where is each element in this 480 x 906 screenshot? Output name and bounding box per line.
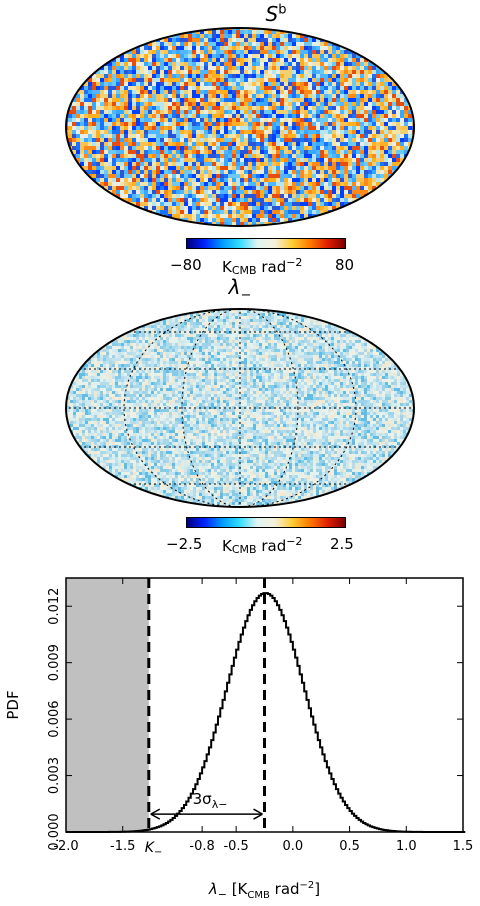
middle-sky-map — [65, 308, 415, 508]
middle-colorbar-unit-sup: −2 — [286, 535, 303, 548]
top-colorbar-unit-rad: rad — [256, 258, 287, 276]
x-tick-label: -0.5 — [223, 839, 248, 854]
histogram-curve — [66, 592, 466, 833]
middle-colorbar — [186, 517, 346, 528]
x-tick-label: -1.5 — [110, 839, 135, 854]
top-map-title-main: S — [265, 2, 279, 26]
middle-colorbar-unit-k: K — [222, 537, 232, 555]
y-tick-label: 0.000 — [47, 813, 62, 850]
y-tick-label: 0.012 — [47, 588, 62, 625]
top-colorbar-unit: KCMB rad−2 — [222, 256, 302, 277]
x-axis-label: λ− [KCMB rad−2] — [208, 880, 320, 901]
middle-colorbar-max: 2.5 — [330, 535, 354, 553]
middle-map-title-subscript: − — [240, 288, 252, 303]
y-tick-label: 0.006 — [47, 701, 62, 738]
middle-colorbar-unit: KCMB rad−2 — [222, 535, 302, 556]
top-colorbar-unit-k: K — [222, 258, 232, 276]
top-map-title-superscript: b — [278, 2, 287, 18]
middle-map-title: λ− — [180, 275, 300, 303]
top-colorbar-unit-sup: −2 — [286, 256, 303, 269]
top-sky-map — [65, 27, 415, 227]
top-map-title: Sb — [216, 2, 336, 26]
plot-frame — [65, 577, 464, 833]
top-colorbar-unit-sub: CMB — [231, 264, 257, 277]
top-colorbar — [186, 238, 346, 249]
pdf-histogram-chart: 3σλ− -2.0 -1.5 -0.8 -0.5 0.0 0.5 1.0 1.5 K− 0.000 0… — [4, 577, 474, 901]
x-tick-label: 0.5 — [339, 839, 360, 854]
middle-colorbar-min: −2.5 — [166, 535, 203, 553]
middle-map-title-main: λ — [228, 275, 241, 299]
top-colorbar-min: −80 — [170, 256, 202, 274]
x-tick-label: 1.0 — [396, 839, 417, 854]
top-colorbar-max: 80 — [335, 256, 355, 274]
k-minus-label: K− — [145, 840, 163, 858]
y-tick-label: 0.003 — [47, 757, 62, 794]
three-sigma-label: 3σλ− — [193, 790, 228, 811]
x-tick-label: -0.8 — [189, 839, 214, 854]
x-tick-label: 1.5 — [453, 839, 474, 854]
graticule — [66, 309, 414, 507]
y-axis-label: PDF — [4, 690, 22, 719]
middle-colorbar-unit-rad: rad — [256, 537, 287, 555]
middle-colorbar-unit-sub: CMB — [231, 543, 257, 556]
x-tick-label: 0.0 — [283, 839, 304, 854]
excluded-region-shade — [66, 578, 149, 832]
three-sigma-arrow — [150, 808, 263, 820]
y-tick-label: 0.009 — [47, 644, 62, 681]
x-tick-label: -2.0 — [53, 839, 78, 854]
